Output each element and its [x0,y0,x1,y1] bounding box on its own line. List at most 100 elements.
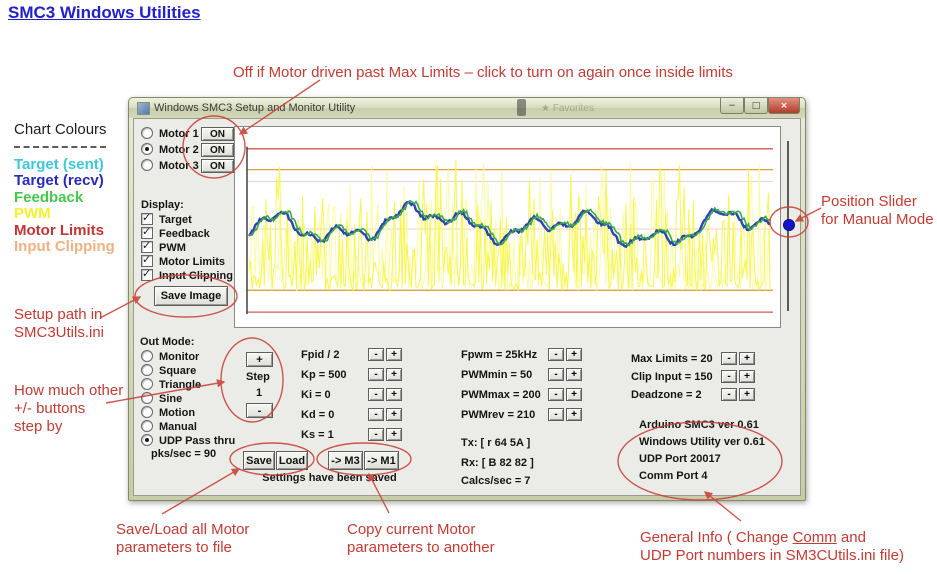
motor-radio[interactable] [141,143,153,155]
param-minus-button[interactable]: - [721,352,737,365]
out-mode-label-item: Sine [159,393,183,405]
param-plus-button[interactable]: + [566,388,582,401]
param-row: Clip Input = 150- + [631,370,755,383]
save-image-button[interactable]: Save Image [154,286,228,306]
annotation-general-info-line1: General Info ( Change Comm and [640,529,866,546]
out-mode-label-item: Square [159,365,197,377]
out-mode-radio[interactable] [141,378,153,390]
param-minus-button[interactable]: - [548,368,564,381]
param-row: Fpid / 2 - + [301,348,402,361]
out-mode-row: UDP Pass thru [141,434,235,448]
param-minus-button[interactable]: - [548,388,564,401]
window-titlebar[interactable]: Windows SMC3 Setup and Monitor Utility ★… [129,98,805,118]
param-plus-button[interactable]: + [386,348,402,361]
star-icon: ★ [541,103,553,114]
out-mode-radio[interactable] [141,434,153,446]
param-minus-button[interactable]: - [721,370,737,383]
app-icon [137,102,150,115]
out-mode-label-item: Triangle [159,379,202,391]
display-checkbox[interactable] [141,267,153,281]
legend-entry: Feedback [14,188,84,206]
display-checkbox-label: Target [159,214,192,226]
out-mode-row: Square [141,364,235,378]
limit-param-column: Max Limits = 20- + Clip Input = 150- + Deadz… [631,352,755,406]
param-minus-button[interactable]: - [368,368,384,381]
info-line: Windows Utility ver 0.61 [639,436,765,448]
motor-select-group: Motor 1 ON Motor 2 ON Motor 3 ON [141,127,241,175]
param-minus-button[interactable]: - [368,408,384,421]
param-row: Kp = 500 - + [301,368,402,381]
param-row: Kd = 0 - + [301,408,402,421]
display-checkbox[interactable] [141,253,153,267]
annotation-position-slider: Position Slider for Manual Mode [821,193,934,229]
param-minus-button[interactable]: - [548,348,564,361]
out-mode-radio[interactable] [141,420,153,432]
param-row: Ki = 0 - + [301,388,402,401]
page-title: SMC3 Windows Utilities [8,3,201,22]
param-plus-button[interactable]: + [566,368,582,381]
step-value: 1 [256,387,263,399]
load-button[interactable]: Load [276,451,308,470]
param-row: PWMmin = 50 - + [461,368,582,381]
copy-to-m3-button[interactable]: -> M3 [328,451,363,470]
param-label: Ki = 0 [301,388,331,401]
rx-status: Rx: [ B 82 82 ] [461,457,534,469]
param-minus-button[interactable]: - [368,348,384,361]
out-mode-radio[interactable] [141,350,153,362]
motor-on-button[interactable]: ON [201,127,234,141]
param-minus-button[interactable]: - [721,388,737,401]
minimize-button[interactable]: − [720,98,744,114]
step-plus-button[interactable]: + [246,352,273,367]
window-title: Windows SMC3 Setup and Monitor Utility [154,102,356,114]
legend-entry: PWM [14,205,51,223]
param-plus-button[interactable]: + [386,368,402,381]
step-minus-button[interactable]: - [246,403,273,418]
motor-on-button[interactable]: ON [201,143,234,157]
param-plus-button[interactable]: + [386,388,402,401]
annotation-save-load-line2: parameters to file [116,539,232,556]
display-checkbox[interactable] [141,211,153,225]
legend-separator [14,146,106,148]
copy-to-m1-button[interactable]: -> M1 [364,451,399,470]
display-checkbox[interactable] [141,225,153,239]
display-checkbox[interactable] [141,239,153,253]
save-button[interactable]: Save [243,451,275,470]
param-minus-button[interactable]: - [368,388,384,401]
param-plus-button[interactable]: + [386,408,402,421]
maximize-button[interactable]: □ [744,98,768,114]
display-checkbox-group: Target Feedback PWM Motor Limits Input Clipp… [141,211,233,283]
annotation-step-by-line2: +/- buttons [14,400,86,417]
annotation-general-info-line2: UDP Port numbers in SM3CUtils.ini file) [640,547,904,564]
param-plus-button[interactable]: + [739,352,755,365]
out-mode-row: Sine [141,392,235,406]
out-mode-radio[interactable] [141,392,153,404]
settings-saved-message: Settings have been saved [262,472,397,484]
param-plus-button[interactable]: + [566,348,582,361]
param-plus-button[interactable]: + [739,370,755,383]
ghost-background-text: ★ Favorites [541,103,594,114]
param-plus-button[interactable]: + [386,428,402,441]
display-row: Input Clipping [141,267,233,283]
motor-radio[interactable] [141,159,153,171]
chart-colours-legend: Chart Colours Target (sent) Target (recv)… [14,122,115,255]
out-mode-radio[interactable] [141,364,153,376]
motor-row: Motor 1 ON [141,127,241,143]
display-label: Display: [141,199,184,211]
position-slider-thumb[interactable] [783,219,795,231]
param-minus-button[interactable]: - [368,428,384,441]
out-mode-radio[interactable] [141,406,153,418]
motor-on-button[interactable]: ON [201,159,234,173]
pks-label: pks/sec = 90 [151,448,217,460]
close-button[interactable]: × [768,98,800,114]
param-plus-button[interactable]: + [566,408,582,421]
annotation-setup-path-line2: SMC3Utils.ini [14,324,105,341]
ghost-background-label: Favorites [552,103,594,114]
pid-param-column: Fpid / 2- + Kp = 500- + Ki = 0- + Kd = 0- + Ks =… [301,348,402,448]
param-minus-button[interactable]: - [548,408,564,421]
param-row: PWMmax = 200- + [461,388,582,401]
annotation-position-slider-line2: for Manual Mode [821,211,934,228]
motor-radio[interactable] [141,127,153,139]
param-plus-button[interactable]: + [739,388,755,401]
calcs-status: Calcs/sec = 7 [461,475,531,487]
